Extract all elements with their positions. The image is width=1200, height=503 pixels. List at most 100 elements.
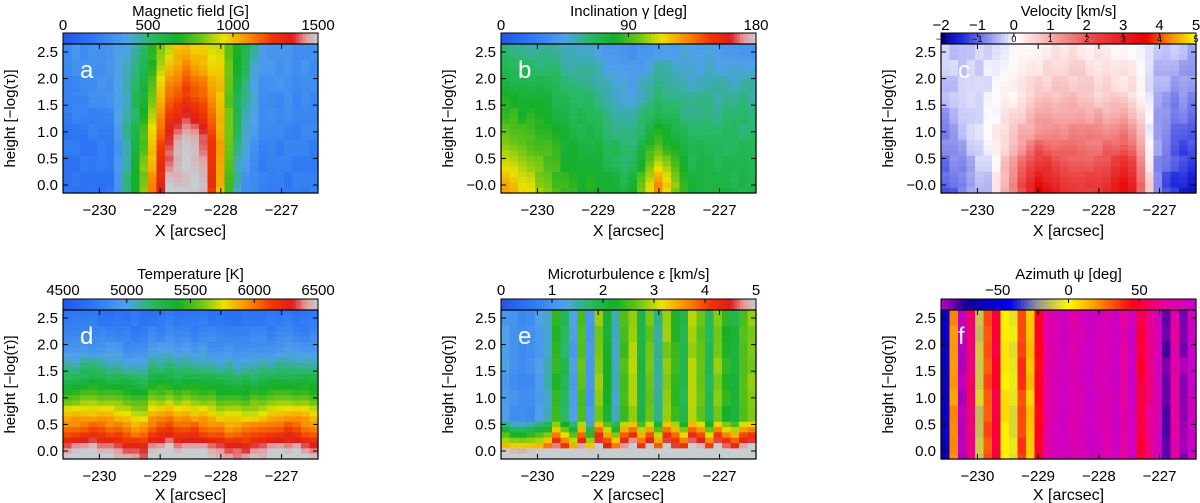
heatmap-cell <box>1017 49 1027 56</box>
heatmap-cell <box>509 310 519 316</box>
heatmap-cell <box>250 150 260 157</box>
heatmap-cell <box>63 453 73 460</box>
heatmap-cell <box>705 336 715 343</box>
colorbar-segment <box>660 299 665 310</box>
heatmap-cell <box>671 49 681 56</box>
heatmap-cell <box>992 150 1002 157</box>
heatmap-cell <box>705 177 715 183</box>
heatmap-cell <box>679 86 689 93</box>
colorbar-segment <box>180 33 185 44</box>
heatmap-cell <box>148 145 158 152</box>
heatmap-cell <box>603 336 613 343</box>
heatmap-cell <box>1026 118 1036 125</box>
colorbar-segment <box>733 299 738 310</box>
colorbar-segment <box>711 33 716 44</box>
heatmap-cell <box>105 373 115 380</box>
heatmap-cell <box>190 44 200 50</box>
heatmap-cell <box>966 331 976 338</box>
heatmap-cell <box>1009 91 1019 98</box>
heatmap-cell <box>216 134 226 141</box>
heatmap-cell <box>949 432 959 439</box>
heatmap-cell <box>705 49 715 56</box>
heatmap-cell <box>958 427 968 433</box>
heatmap-cell <box>241 389 251 396</box>
heatmap-cell <box>637 427 647 433</box>
heatmap-cell <box>518 325 528 332</box>
heatmap-cell <box>696 310 706 316</box>
heatmap-cell <box>63 107 73 114</box>
heatmap-cell <box>267 70 277 77</box>
heatmap-cell <box>713 134 723 141</box>
heatmap-cell <box>292 44 302 50</box>
heatmap-cell <box>543 448 553 455</box>
heatmap-cell <box>1000 166 1010 173</box>
heatmap-cell <box>603 182 613 189</box>
colorbar-segment <box>126 299 131 310</box>
heatmap-cell <box>258 145 268 152</box>
heatmap-cell <box>182 102 192 109</box>
colorbar-segment <box>206 299 211 310</box>
heatmap-cell <box>199 107 209 114</box>
heatmap-cell <box>80 113 90 120</box>
heatmap-cell <box>722 437 732 444</box>
heatmap-cell <box>594 427 604 433</box>
heatmap-cell <box>148 107 158 114</box>
heatmap-cell <box>173 59 183 66</box>
heatmap-cell <box>958 177 968 183</box>
heatmap-cell <box>501 384 511 391</box>
heatmap-cell <box>1077 107 1087 114</box>
heatmap-cell <box>165 341 175 348</box>
colorbar-segment <box>660 33 665 44</box>
heatmap-cell <box>560 86 570 93</box>
heatmap-cell <box>148 97 158 104</box>
heatmap-cell <box>611 134 621 141</box>
heatmap-cell <box>165 54 175 61</box>
heatmap-cell <box>224 81 234 88</box>
heatmap-cell <box>730 368 740 375</box>
heatmap-cell <box>88 336 98 343</box>
heatmap-cell <box>216 70 226 77</box>
heatmap-cell <box>501 411 511 418</box>
colorbar-segment <box>107 299 112 310</box>
heatmap-cell <box>518 411 528 418</box>
heatmap-cell <box>182 134 192 141</box>
heatmap-cell <box>1077 59 1087 66</box>
panel-letter: c <box>958 57 970 84</box>
heatmap-cell <box>662 352 672 359</box>
heatmap-cell <box>1162 166 1172 173</box>
heatmap-cell <box>173 416 183 423</box>
heatmap-cell <box>292 171 302 178</box>
heatmap-cell <box>114 421 124 428</box>
heatmap-cell <box>620 363 630 370</box>
heatmap-cell <box>275 107 285 114</box>
heatmap-cell <box>267 368 277 375</box>
heatmap-cell <box>250 347 260 354</box>
heatmap-cell <box>216 352 226 359</box>
heatmap-cell <box>705 59 715 66</box>
heatmap-cell <box>662 107 672 114</box>
heatmap-cell <box>173 139 183 146</box>
heatmap-cell <box>730 357 740 364</box>
heatmap-cell <box>71 320 81 327</box>
colorbar-segment <box>953 33 958 44</box>
heatmap-cell <box>199 44 209 50</box>
heatmap-cell <box>509 320 519 327</box>
heatmap-cell <box>535 118 545 125</box>
heatmap-cell <box>63 427 73 433</box>
heatmap-cell <box>552 400 562 407</box>
heatmap-cell <box>267 107 277 114</box>
heatmap-cell <box>105 86 115 93</box>
heatmap-cell <box>105 379 115 386</box>
heatmap-cell <box>1009 171 1019 178</box>
heatmap-cell <box>224 331 234 338</box>
heatmap-cell <box>543 107 553 114</box>
heatmap-cell <box>97 347 107 354</box>
colorbar-segment <box>717 33 722 44</box>
heatmap-cell <box>586 182 596 189</box>
heatmap-cell <box>105 182 115 189</box>
heatmap-cell <box>1094 75 1104 82</box>
heatmap-cell <box>730 166 740 173</box>
heatmap-cell <box>722 166 732 173</box>
heatmap-cell <box>577 134 587 141</box>
heatmap-cell <box>509 389 519 396</box>
